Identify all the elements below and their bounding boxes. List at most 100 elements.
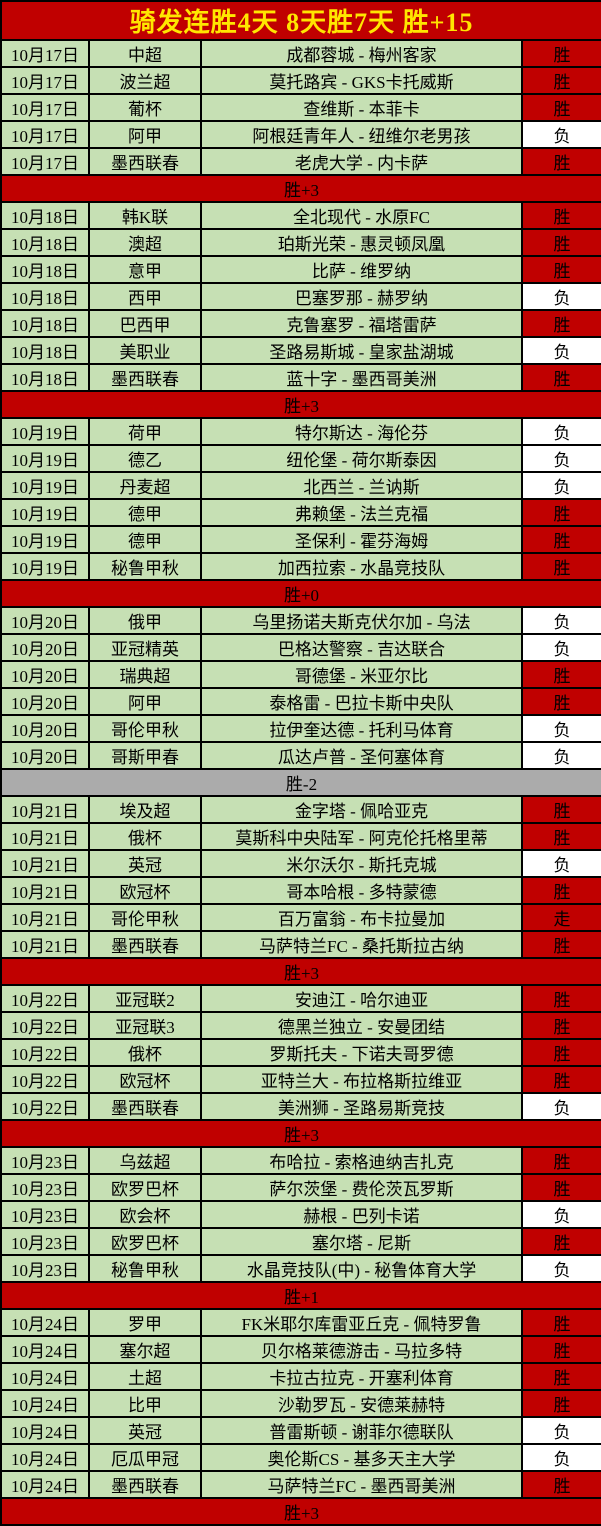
match-cell: 全北现代 - 水原FC bbox=[200, 201, 523, 230]
match-cell: 瓜达卢普 - 圣何塞体育 bbox=[200, 741, 523, 770]
result-cell: 走 bbox=[520, 903, 601, 932]
match-row: 10月22日 亚冠联3 德黑兰独立 - 安曼团结胜 bbox=[0, 1011, 601, 1040]
result-cell: 胜 bbox=[520, 984, 601, 1013]
result-cell: 胜 bbox=[520, 930, 601, 959]
result-cell: 胜 bbox=[520, 1335, 601, 1364]
match-row: 10月17日 墨西联春 老虎大学 - 内卡萨胜 bbox=[0, 147, 601, 176]
league-cell: 墨西联春 bbox=[88, 147, 202, 176]
result-cell: 胜 bbox=[520, 876, 601, 905]
match-cell: 水晶竞技队(中) - 秘鲁体育大学 bbox=[200, 1254, 523, 1283]
summary-label: 胜+3 bbox=[0, 957, 601, 986]
summary-row: 胜+3 bbox=[0, 390, 601, 419]
date-cell: 10月18日 bbox=[0, 282, 90, 311]
match-cell: 泰格雷 - 巴拉卡斯中央队 bbox=[200, 687, 523, 716]
match-cell: 塞尔塔 - 尼斯 bbox=[200, 1227, 523, 1256]
league-cell: 巴西甲 bbox=[88, 309, 202, 338]
match-row: 10月21日 埃及超 金字塔 - 佩哈亚克胜 bbox=[0, 795, 601, 824]
date-cell: 10月17日 bbox=[0, 147, 90, 176]
league-cell: 塞尔超 bbox=[88, 1335, 202, 1364]
league-cell: 韩K联 bbox=[88, 201, 202, 230]
date-cell: 10月19日 bbox=[0, 552, 90, 581]
match-row: 10月18日 墨西联春 蓝十字 - 墨西哥美洲胜 bbox=[0, 363, 601, 392]
result-cell: 胜 bbox=[520, 255, 601, 284]
match-row: 10月21日 墨西联春 马萨特兰FC - 桑托斯拉古纳胜 bbox=[0, 930, 601, 959]
match-row: 10月18日 巴西甲 克鲁塞罗 - 福塔雷萨胜 bbox=[0, 309, 601, 338]
summary-row: 胜+0 bbox=[0, 579, 601, 608]
match-cell: 罗斯托夫 - 下诺夫哥罗德 bbox=[200, 1038, 523, 1067]
league-cell: 英冠 bbox=[88, 1416, 202, 1445]
match-cell: 亚特兰大 - 布拉格斯拉维亚 bbox=[200, 1065, 523, 1094]
league-cell: 俄甲 bbox=[88, 606, 202, 635]
match-cell: 百万富翁 - 布卡拉曼加 bbox=[200, 903, 523, 932]
date-cell: 10月20日 bbox=[0, 660, 90, 689]
match-row: 10月22日 亚冠联2 安迪江 - 哈尔迪亚胜 bbox=[0, 984, 601, 1013]
league-cell: 德甲 bbox=[88, 498, 202, 527]
match-row: 10月23日 欧会杯 赫根 - 巴列卡诺负 bbox=[0, 1200, 601, 1229]
league-cell: 亚冠联2 bbox=[88, 984, 202, 1013]
result-cell: 胜 bbox=[520, 228, 601, 257]
league-cell: 厄瓜甲冠 bbox=[88, 1443, 202, 1472]
league-cell: 秘鲁甲秋 bbox=[88, 552, 202, 581]
date-cell: 10月19日 bbox=[0, 471, 90, 500]
result-cell: 胜 bbox=[520, 363, 601, 392]
summary-label: 胜-2 bbox=[0, 768, 601, 797]
league-cell: 欧罗巴杯 bbox=[88, 1227, 202, 1256]
date-cell: 10月21日 bbox=[0, 903, 90, 932]
match-row: 10月23日 秘鲁甲秋 水晶竞技队(中) - 秘鲁体育大学负 bbox=[0, 1254, 601, 1283]
match-row: 10月24日 墨西联春 马萨特兰FC - 墨西哥美洲胜 bbox=[0, 1470, 601, 1499]
match-cell: 老虎大学 - 内卡萨 bbox=[200, 147, 523, 176]
date-cell: 10月19日 bbox=[0, 444, 90, 473]
league-cell: 哥斯甲春 bbox=[88, 741, 202, 770]
date-cell: 10月19日 bbox=[0, 498, 90, 527]
result-cell: 负 bbox=[520, 471, 601, 500]
summary-label: 胜+1 bbox=[0, 1281, 601, 1310]
league-cell: 欧冠杯 bbox=[88, 876, 202, 905]
league-cell: 中超 bbox=[88, 39, 202, 68]
date-cell: 10月18日 bbox=[0, 201, 90, 230]
match-row: 10月21日 俄杯 莫斯科中央陆军 - 阿克伦托格里蒂胜 bbox=[0, 822, 601, 851]
match-row: 10月18日 西甲 巴塞罗那 - 赫罗纳负 bbox=[0, 282, 601, 311]
date-cell: 10月20日 bbox=[0, 741, 90, 770]
date-cell: 10月22日 bbox=[0, 1038, 90, 1067]
match-row: 10月17日 阿甲 阿根廷青年人 - 纽维尔老男孩负 bbox=[0, 120, 601, 149]
result-cell: 胜 bbox=[520, 498, 601, 527]
match-cell: 布哈拉 - 索格迪纳吉扎克 bbox=[200, 1146, 523, 1175]
match-cell: 纽伦堡 - 荷尔斯泰因 bbox=[200, 444, 523, 473]
date-cell: 10月20日 bbox=[0, 633, 90, 662]
result-cell: 负 bbox=[520, 1200, 601, 1229]
match-cell: 加西拉索 - 水晶竞技队 bbox=[200, 552, 523, 581]
match-row: 10月19日 秘鲁甲秋 加西拉索 - 水晶竞技队胜 bbox=[0, 552, 601, 581]
result-cell: 胜 bbox=[520, 1146, 601, 1175]
match-row: 10月19日 德乙 纽伦堡 - 荷尔斯泰因负 bbox=[0, 444, 601, 473]
match-cell: 哥本哈根 - 多特蒙德 bbox=[200, 876, 523, 905]
league-cell: 比甲 bbox=[88, 1389, 202, 1418]
match-row: 10月23日 乌兹超 布哈拉 - 索格迪纳吉扎克胜 bbox=[0, 1146, 601, 1175]
result-cell: 胜 bbox=[520, 93, 601, 122]
match-row: 10月24日 厄瓜甲冠 奥伦斯CS - 基多天主大学负 bbox=[0, 1443, 601, 1472]
match-cell: 乌里扬诺夫斯克伏尔加 - 乌法 bbox=[200, 606, 523, 635]
summary-label: 胜+3 bbox=[0, 390, 601, 419]
match-row: 10月22日 俄杯 罗斯托夫 - 下诺夫哥罗德胜 bbox=[0, 1038, 601, 1067]
date-cell: 10月23日 bbox=[0, 1227, 90, 1256]
league-cell: 墨西联春 bbox=[88, 1092, 202, 1121]
match-row: 10月20日 瑞典超 哥德堡 - 米亚尔比胜 bbox=[0, 660, 601, 689]
date-cell: 10月18日 bbox=[0, 363, 90, 392]
match-row: 10月24日 罗甲 FK米耶尔库雷亚丘克 - 佩特罗鲁胜 bbox=[0, 1308, 601, 1337]
date-cell: 10月24日 bbox=[0, 1335, 90, 1364]
match-row: 10月24日 土超 卡拉古拉克 - 开塞利体育胜 bbox=[0, 1362, 601, 1391]
date-cell: 10月21日 bbox=[0, 849, 90, 878]
result-cell: 负 bbox=[520, 606, 601, 635]
result-cell: 胜 bbox=[520, 309, 601, 338]
league-cell: 丹麦超 bbox=[88, 471, 202, 500]
summary-row: 胜+1 bbox=[0, 1281, 601, 1310]
date-cell: 10月20日 bbox=[0, 606, 90, 635]
league-cell: 亚冠精英 bbox=[88, 633, 202, 662]
summary-row: 胜-2 bbox=[0, 768, 601, 797]
result-cell: 胜 bbox=[520, 1038, 601, 1067]
match-row: 10月20日 亚冠精英 巴格达警察 - 吉达联合负 bbox=[0, 633, 601, 662]
match-row: 10月23日 欧罗巴杯 塞尔塔 - 尼斯胜 bbox=[0, 1227, 601, 1256]
league-cell: 俄杯 bbox=[88, 822, 202, 851]
date-cell: 10月23日 bbox=[0, 1146, 90, 1175]
page-title: 骑发连胜4天 8天胜7天 胜+15 bbox=[0, 0, 601, 41]
